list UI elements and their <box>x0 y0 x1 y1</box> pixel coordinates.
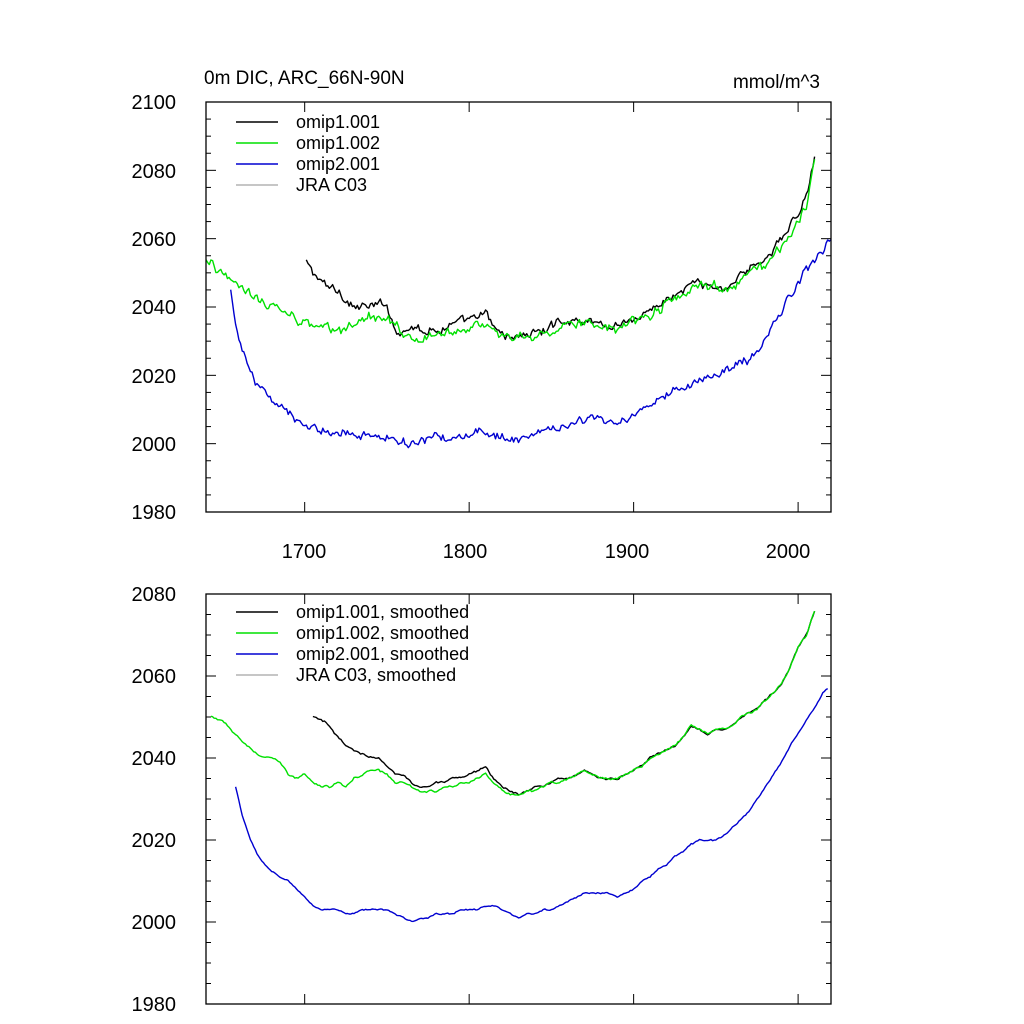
y-tick-label: 2080 <box>132 584 177 606</box>
y-tick-label: 1980 <box>132 994 177 1016</box>
legend-label: omip2.001, smoothed <box>296 644 469 664</box>
x-tick-label: 1700 <box>282 541 327 563</box>
y-tick-label: 2000 <box>132 434 177 456</box>
legend-label: JRA C03, smoothed <box>296 665 456 685</box>
x-tick-label: 1800 <box>443 541 488 563</box>
bottom-panel: 1980 2000 2020 2040 2060 2080 omip1.001,… <box>132 584 832 1016</box>
series-line-omip1-001 <box>305 156 816 341</box>
chart-title: 0m DIC, ARC_66N-90N <box>204 68 405 89</box>
y-tick-label: 2080 <box>132 161 177 183</box>
top-plot-frame <box>205 101 832 513</box>
series-line-omip2-001-smoothed <box>234 687 829 923</box>
y-tick-label: 2060 <box>132 666 177 688</box>
legend-label: omip1.002, smoothed <box>296 623 469 643</box>
top-panel: 0m DIC, ARC_66N-90N mmol/m^3 1980 2000 2… <box>132 68 832 563</box>
top-legend: omip1.001 omip1.002 omip2.001 JRA C03 <box>236 112 380 195</box>
top-series-group <box>205 156 832 449</box>
bottom-series-group <box>210 610 829 923</box>
y-tick-label: 2000 <box>132 912 177 934</box>
bottom-plot-frame <box>205 593 832 1005</box>
series-line-omip1-002-smoothed <box>210 610 816 796</box>
series-line-omip2-001 <box>230 239 832 449</box>
x-tick-label: 2000 <box>766 541 811 563</box>
y-tick-label: 2020 <box>132 830 177 852</box>
y-tick-label: 2060 <box>132 229 177 251</box>
y-tick-label: 2040 <box>132 297 177 319</box>
series-line-omip1-002 <box>205 159 816 343</box>
legend-label: JRA C03 <box>296 175 367 195</box>
bottom-axis-ticks <box>206 593 831 1005</box>
y-tick-label: 1980 <box>132 502 177 524</box>
legend-label: omip1.001, smoothed <box>296 602 469 622</box>
x-tick-label: 1900 <box>605 541 650 563</box>
units-label: mmol/m^3 <box>733 72 820 93</box>
legend-label: omip2.001 <box>296 154 380 174</box>
legend-label: omip1.001 <box>296 112 380 132</box>
y-tick-label: 2100 <box>132 92 177 114</box>
legend-label: omip1.002 <box>296 133 380 153</box>
bottom-legend: omip1.001, smoothed omip1.002, smoothed … <box>236 602 469 685</box>
y-tick-label: 2020 <box>132 366 177 388</box>
y-tick-label: 2040 <box>132 748 177 770</box>
